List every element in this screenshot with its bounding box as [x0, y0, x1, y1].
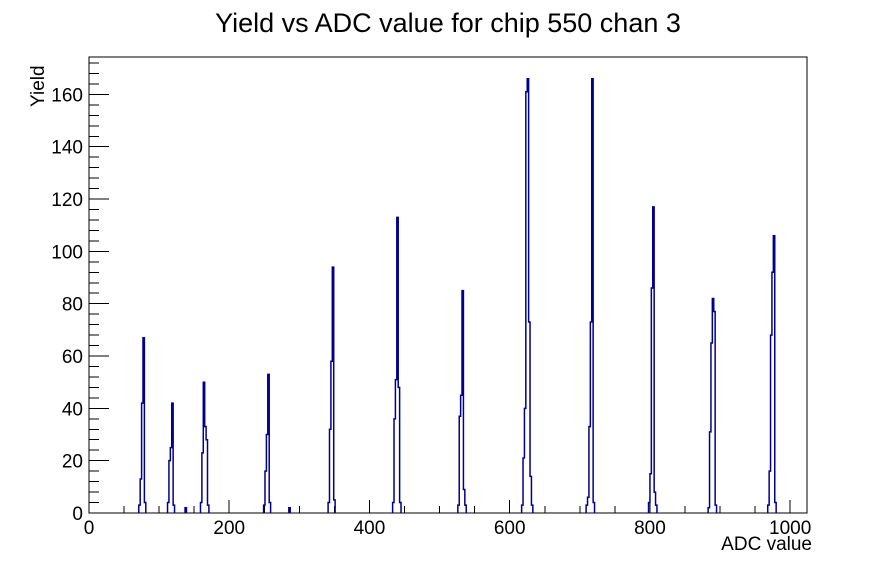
chart-title: Yield vs ADC value for chip 550 chan 3	[215, 8, 681, 38]
histogram-series	[138, 77, 777, 513]
histogram-peak	[199, 381, 210, 513]
histogram-peak	[138, 336, 147, 513]
plot-frame	[88, 56, 808, 514]
histogram-peak	[391, 216, 402, 513]
y-tick-label: 40	[62, 399, 83, 420]
histogram-peak	[647, 206, 658, 513]
axis-ticks	[88, 62, 791, 514]
y-tick-label: 20	[62, 452, 83, 473]
x-axis-label: ADC value	[721, 534, 812, 555]
y-tick-label: 80	[62, 295, 83, 316]
y-tick-label: 140	[51, 138, 83, 159]
x-tick-label: 1000	[769, 518, 811, 539]
x-tick-labels: 0 200 400 600 800 1000	[84, 518, 812, 539]
histogram-small-bump	[288, 507, 291, 513]
x-tick-label: 200	[213, 518, 245, 539]
y-axis-label: Yield	[28, 65, 49, 107]
x-tick-label: 600	[494, 518, 526, 539]
y-tick-label: 0	[72, 504, 83, 525]
y-tick-label: 60	[62, 347, 83, 368]
histogram-peak	[766, 234, 777, 513]
histogram-small-bump	[184, 507, 188, 513]
frame-rect	[88, 56, 808, 514]
y-tick-label: 120	[51, 190, 83, 211]
histogram-peak	[520, 77, 534, 513]
histogram-peak	[166, 402, 176, 513]
histogram-peak	[585, 77, 596, 513]
histogram-peak	[327, 266, 336, 513]
x-tick-label: 800	[634, 518, 666, 539]
histogram-peak	[457, 289, 467, 513]
histogram-peak	[707, 297, 718, 513]
x-tick-label: 400	[354, 518, 386, 539]
histogram-peak	[262, 373, 272, 513]
y-tick-label: 160	[51, 85, 83, 106]
x-tick-label: 0	[84, 518, 95, 539]
y-tick-label: 100	[51, 242, 83, 263]
y-tick-labels: 0 20 40 60 80 100 120 140 160	[51, 85, 83, 525]
